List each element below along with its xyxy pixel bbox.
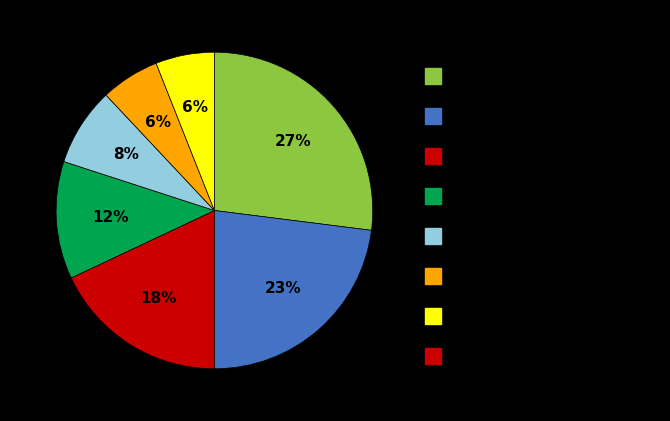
Text: 27%: 27% (275, 134, 311, 149)
Text: 6%: 6% (145, 115, 172, 130)
Wedge shape (214, 52, 373, 230)
Wedge shape (156, 52, 214, 210)
Text: 23%: 23% (265, 281, 302, 296)
Wedge shape (214, 210, 371, 369)
Text: 8%: 8% (113, 147, 139, 162)
Wedge shape (71, 210, 214, 369)
Wedge shape (56, 162, 214, 278)
Text: 12%: 12% (92, 210, 129, 224)
Text: 18%: 18% (140, 291, 177, 306)
Wedge shape (64, 95, 214, 210)
Text: 6%: 6% (182, 100, 208, 115)
Wedge shape (106, 63, 214, 210)
